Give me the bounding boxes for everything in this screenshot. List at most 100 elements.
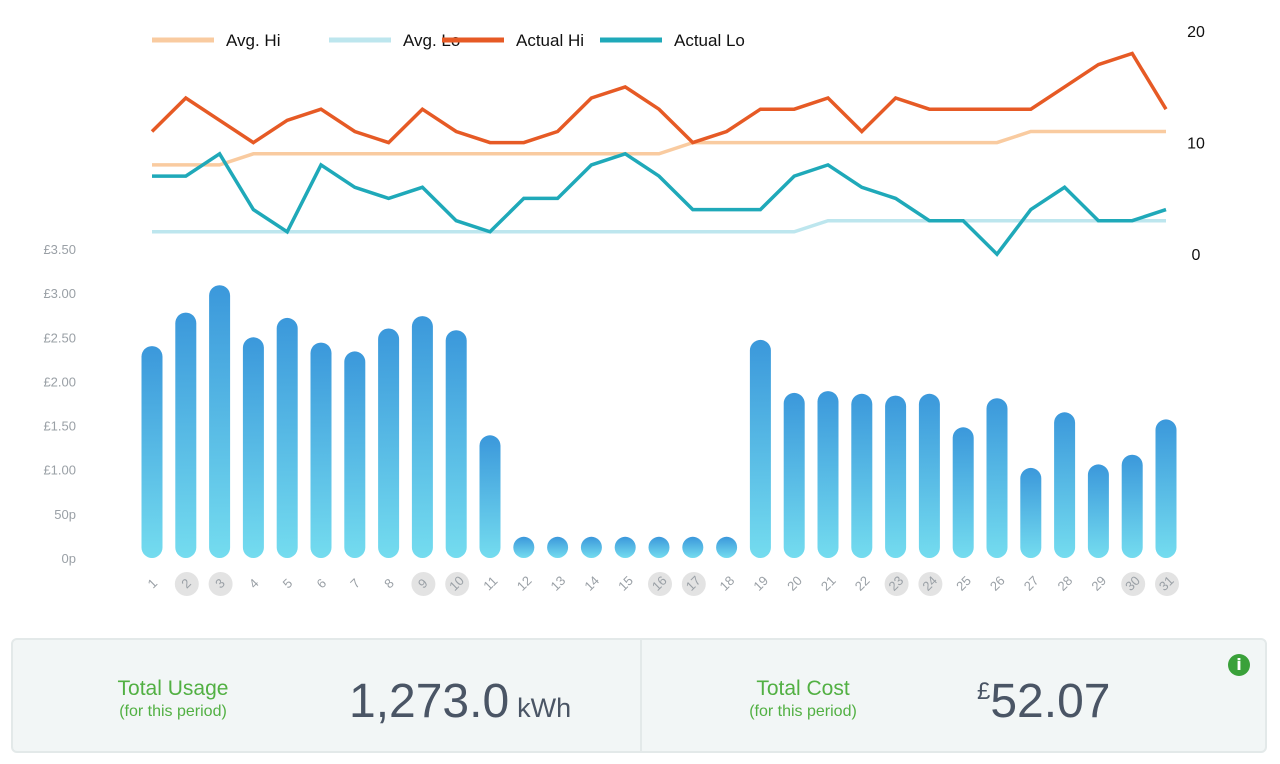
temperature-axis: 20 10 0 xyxy=(1187,24,1205,264)
cost-bar[interactable] xyxy=(411,316,433,558)
series-line-avg-lo xyxy=(152,218,1166,234)
cost-bar[interactable] xyxy=(513,536,535,558)
legend-label: Avg. Lo xyxy=(403,31,460,50)
day-tick-label: 12 xyxy=(514,573,535,594)
weekend-day-marker xyxy=(884,572,909,596)
day-tick-label: 25 xyxy=(953,573,974,594)
day-tick-label: 8 xyxy=(381,575,397,591)
summary-panel: Total Usage (for this period) 1,273.0 kWh… xyxy=(11,638,1267,753)
day-tick-label: 11 xyxy=(480,573,500,593)
cost-bar[interactable] xyxy=(1087,464,1109,558)
cost-bar[interactable] xyxy=(817,391,839,558)
cost-bars xyxy=(141,285,1177,559)
weekend-day-marker xyxy=(918,572,943,596)
cost-bar[interactable] xyxy=(648,536,670,558)
cost-tick-label: £1.50 xyxy=(43,419,76,434)
weekend-day-marker xyxy=(648,572,672,596)
weekend-day-marker xyxy=(681,572,706,596)
day-tick-label: 20 xyxy=(784,573,805,594)
temp-tick-label: 20 xyxy=(1187,24,1205,41)
cost-bar[interactable] xyxy=(1020,467,1042,558)
total-cost-subtitle: (for this period) xyxy=(749,703,857,720)
chart-legend: Avg. Hi Avg. Lo Actual Hi Actual Lo xyxy=(152,31,745,50)
cost-tick-label: £3.50 xyxy=(43,242,76,257)
cost-bar[interactable] xyxy=(547,536,569,558)
cost-bar[interactable] xyxy=(918,393,940,558)
day-tick-label: 1 xyxy=(144,575,160,591)
weekend-day-marker xyxy=(1121,572,1146,596)
currency-symbol: £ xyxy=(977,678,991,705)
day-tick-label: 21 xyxy=(818,573,839,594)
day-tick-label: 4 xyxy=(246,575,262,591)
cost-bar[interactable] xyxy=(716,536,738,558)
day-tick-label: 14 xyxy=(581,573,602,594)
day-tick-label: 19 xyxy=(750,573,771,594)
cost-bar[interactable] xyxy=(1121,454,1143,558)
usage-chart: Avg. Hi Avg. Lo Actual Hi Actual Lo 20 10 0 £… xyxy=(43,24,1205,596)
total-cost-label: Total Cost (for this period) xyxy=(723,676,883,722)
total-usage-subtitle: (for this period) xyxy=(119,703,227,720)
cost-bar[interactable] xyxy=(310,342,332,558)
temp-tick-label: 10 xyxy=(1187,136,1205,153)
total-cost-number: 52.07 xyxy=(990,675,1111,728)
series-line-actual-lo xyxy=(152,151,1167,257)
day-tick-label: 15 xyxy=(615,573,636,594)
cost-tick-label: £1.00 xyxy=(43,463,76,478)
day-tick-label: 18 xyxy=(717,573,738,594)
cost-axis: £3.50 £3.00 £2.50 £2.00 £1.50 £1.00 50p 0p xyxy=(43,242,76,566)
cost-bar[interactable] xyxy=(209,285,231,558)
cost-bar[interactable] xyxy=(851,393,873,558)
cost-tick-label: 50p xyxy=(54,507,76,522)
cost-bar[interactable] xyxy=(682,536,704,558)
temp-tick-label: 0 xyxy=(1192,247,1201,264)
info-icon[interactable]: i xyxy=(1228,654,1250,676)
day-tick-label: 7 xyxy=(347,575,363,591)
cost-bar[interactable] xyxy=(175,312,197,558)
weekend-day-marker xyxy=(1155,572,1179,596)
cost-bar[interactable] xyxy=(986,398,1008,558)
total-usage-number: 1,273.0 xyxy=(349,675,510,728)
cost-bar[interactable] xyxy=(445,330,467,558)
total-usage-label: Total Usage (for this period) xyxy=(93,676,253,722)
series-line-actual-hi xyxy=(150,51,1168,145)
day-tick-label: 13 xyxy=(548,573,569,594)
weekend-day-marker xyxy=(411,572,436,596)
legend-label: Actual Lo xyxy=(674,31,745,50)
day-axis: 1 2 3 4 5 6 7 8 9 10 11 12 13 14 15 16 17 18 19 20 21 22 23 24 2… xyxy=(144,572,1179,596)
day-tick-label: 26 xyxy=(987,573,1008,594)
cost-bar[interactable] xyxy=(885,395,907,558)
day-tick-label: 6 xyxy=(313,575,329,591)
day-tick-label: 27 xyxy=(1021,573,1042,594)
weekend-day-marker xyxy=(445,572,470,596)
day-tick-label: 28 xyxy=(1055,573,1076,594)
cost-bar[interactable] xyxy=(749,339,771,558)
cost-bar[interactable] xyxy=(479,435,501,558)
cost-bar[interactable] xyxy=(783,392,805,558)
temperature-lines xyxy=(150,51,1168,257)
total-usage-title: Total Usage xyxy=(117,677,229,700)
series-line-avg-hi xyxy=(152,129,1166,167)
cost-tick-label: 0p xyxy=(62,551,76,566)
day-tick-label: 29 xyxy=(1088,573,1109,594)
cost-tick-label: £2.00 xyxy=(43,374,76,389)
cost-bar[interactable] xyxy=(614,536,636,558)
day-tick-label: 5 xyxy=(280,575,296,591)
cost-bar[interactable] xyxy=(242,337,264,558)
total-cost-value: £52.07 xyxy=(977,674,1110,729)
cost-tick-label: £2.50 xyxy=(43,330,76,345)
total-usage-unit: kWh xyxy=(517,693,572,723)
cost-bar[interactable] xyxy=(378,328,400,559)
day-tick-label: 22 xyxy=(852,573,873,594)
cost-bar[interactable] xyxy=(952,427,974,558)
legend-label: Actual Hi xyxy=(516,31,584,50)
weekend-day-marker xyxy=(174,572,199,596)
cost-bar[interactable] xyxy=(1054,412,1076,558)
cost-tick-label: £3.00 xyxy=(43,286,76,301)
cost-bar[interactable] xyxy=(344,351,366,558)
cost-bar[interactable] xyxy=(141,346,163,558)
cost-bar[interactable] xyxy=(276,317,298,558)
cost-bar[interactable] xyxy=(580,536,602,558)
cost-bar[interactable] xyxy=(1155,419,1177,558)
legend-label: Avg. Hi xyxy=(226,31,281,50)
total-usage-value: 1,273.0 kWh xyxy=(349,674,571,729)
